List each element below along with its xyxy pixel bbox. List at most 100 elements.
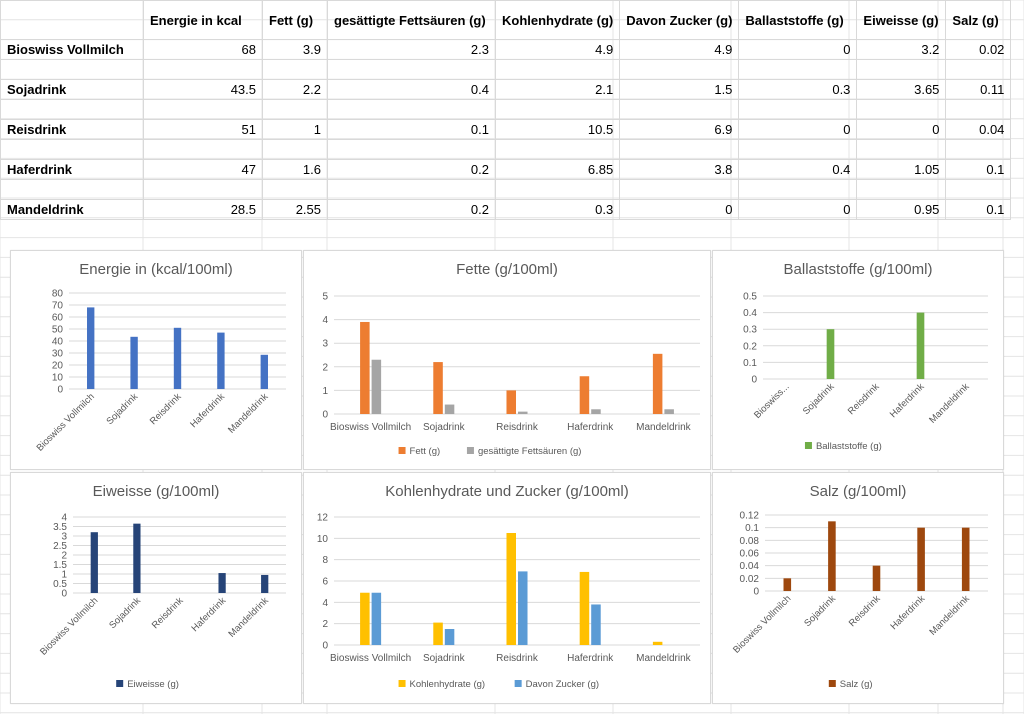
table-cell: 0.4	[327, 79, 496, 100]
x-tick-label: Sojadrink	[423, 653, 466, 664]
y-tick-label: 8	[322, 555, 328, 566]
table-cell: 2.55	[262, 199, 328, 220]
x-tick-label: Mandeldrink	[226, 595, 271, 640]
row-label: Haferdrink	[0, 159, 144, 180]
empty-cell	[945, 99, 1012, 120]
bar-eiweiss-eiweiss-3	[218, 573, 226, 593]
table-cell: 2.2	[262, 79, 328, 100]
chart-ballaststoffe-plot: 0 0.1 0.2 0.3 0.4 0.5 Bioswiss... Sojadrink Reis…	[743, 292, 988, 452]
chart-kohlenhydrate[interactable]: Kohlenhydrate und Zucker (g/100ml) 0 2 4 6 8…	[303, 472, 711, 704]
x-tick-label: Mandeldrink	[636, 653, 691, 664]
x-tick-label: Bioswiss Vollmilch	[731, 593, 793, 655]
empty-cell	[856, 59, 947, 80]
empty-cell	[262, 179, 328, 200]
chart-ballaststoffe[interactable]: Ballaststoffe (g/100ml) 0 0.1 0.2 0.3 0.4 0.5…	[712, 250, 1004, 470]
chart-title: Salz (g/100ml)	[809, 483, 907, 500]
table-cell: 0.04	[945, 119, 1012, 140]
y-tick-label: 6	[322, 577, 328, 588]
chart-eiweisse-plot: 00.511.522.533.54 Bioswiss Vollmilch Sojad…	[38, 513, 286, 690]
table-cell: 0.2	[327, 159, 496, 180]
chart-title: Eiweisse (g/100ml)	[92, 483, 220, 500]
x-tick-label: Sojadrink	[107, 595, 143, 631]
chart-eiweisse[interactable]: Eiweisse (g/100ml) 0 0.5 1 1.5 2 2.5 3 3.5 4 Bios…	[10, 472, 302, 704]
y-tick-label: 2	[322, 362, 328, 373]
row-label: Mandeldrink	[0, 199, 144, 220]
chart-kohlenhydrate-plot: 0 2 4 6 8 10 12 Bioswiss Vollmilch Sojadrink Reis…	[317, 513, 700, 690]
x-tick-label: Bioswiss Vollmilch	[330, 422, 411, 433]
x-tick-label: Mandeldrink	[927, 381, 972, 426]
empty-cell	[327, 139, 496, 160]
empty-cell	[143, 139, 263, 160]
empty-cell	[494, 179, 621, 200]
bar-fette-fett-0	[360, 321, 370, 414]
bar-kohlenhydrate-zucker-1	[444, 629, 455, 645]
table-cell: 2.3	[327, 39, 496, 60]
empty-cell	[619, 99, 740, 120]
x-tick-label: Reisdrink	[148, 391, 184, 427]
table-cell: 6.85	[494, 159, 621, 180]
y-tick-label: 40	[52, 337, 64, 348]
y-tick-label: 0.5	[53, 579, 67, 590]
legend-swatch	[804, 442, 812, 449]
table-cell: 0.1	[945, 159, 1012, 180]
y-tick-label: 0	[61, 589, 67, 600]
table-cell: 0.95	[856, 199, 947, 220]
bar-kohlenhydrate-zucker-3	[591, 604, 601, 645]
column-header: Eiweisse (g)	[856, 0, 947, 40]
empty-cell	[0, 99, 144, 120]
table-row: Sojadrink 43.5 2.2 0.4 2.1 1.5 0.3 3.65 0.11	[0, 79, 1012, 100]
table-cell: 1	[262, 119, 328, 140]
x-tick-label: Haferdrink	[888, 381, 927, 420]
bar-energie-energie-4	[260, 354, 268, 389]
bar-kohlenhydrate-kohlenhydrate-2	[506, 533, 516, 645]
table-cell: 6.9	[619, 119, 740, 140]
bar-kohlenhydrate-kohlenhydrate-3	[579, 571, 590, 645]
y-tick-label: 3	[322, 339, 328, 350]
column-header: Kohlenhydrate (g)	[494, 0, 621, 40]
bar-salz-salz-4	[961, 527, 970, 591]
empty-cell	[262, 99, 328, 120]
y-tick-label: 4	[322, 598, 328, 609]
table-cell: 0.4	[738, 159, 858, 180]
bar-fette-fett-1	[433, 362, 443, 414]
table-cell: 4.9	[494, 39, 621, 60]
chart-fette[interactable]: Fette (g/100ml) 0 1 2 3 4 5 Bioswiss Vollmilch…	[303, 250, 711, 470]
empty-cell	[494, 59, 621, 80]
chart-energie[interactable]: Energie in (kcal/100ml) 0 10 20 30 40 50 60 70 8…	[10, 250, 302, 470]
empty-cell	[494, 99, 621, 120]
table-cell: 3.8	[619, 159, 740, 180]
bar-fette-fettsaeuren-0	[371, 359, 382, 414]
column-header	[0, 0, 144, 40]
bar-fette-fettsaeuren-3	[591, 409, 601, 414]
legend-label: gesättigte Fettsäuren (g)	[478, 446, 582, 457]
x-tick-label: Reisdrink	[496, 653, 539, 664]
table-cell: 0	[738, 199, 858, 220]
chart-title: Kohlenhydrate und Zucker (g/100ml)	[385, 483, 629, 500]
table-cell: 68	[143, 39, 263, 60]
chart-salz-plot: 0 0.02 0.040.06 0.08 0.10.12 Bioswiss Vollmil…	[731, 511, 988, 690]
bar-energie-energie-2	[173, 327, 182, 389]
x-tick-label: Reisdrink	[847, 593, 883, 629]
column-header: Ballaststoffe (g)	[738, 0, 858, 40]
legend-label: Fett (g)	[410, 446, 441, 457]
row-label: Bioswiss Vollmilch	[0, 39, 144, 60]
x-tick-label: Sojadrink	[423, 422, 466, 433]
y-tick-label: 0.06	[740, 549, 760, 560]
chart-title: Energie in (kcal/100ml)	[79, 261, 233, 278]
table-cell: 0	[619, 199, 740, 220]
empty-cell	[945, 139, 1012, 160]
bar-salz-salz-3	[917, 527, 925, 591]
y-tick-label: 1	[61, 570, 67, 581]
empty-cell	[143, 99, 263, 120]
chart-fette-plot: 0 1 2 3 4 5 Bioswiss Vollmilch Sojadrink Reisdri…	[322, 292, 700, 457]
empty-cell	[738, 99, 858, 120]
x-tick-label: Reisdrink	[150, 595, 186, 631]
table-cell: 0.11	[945, 79, 1012, 100]
legend-swatch	[514, 680, 522, 687]
legend-swatch	[466, 447, 474, 454]
chart-salz[interactable]: Salz (g/100ml) 0 0.02 0.04 0.06 0.08 0.1 0.12 B…	[712, 472, 1004, 704]
bar-energie-energie-0	[87, 307, 95, 389]
y-tick-label: 0.5	[743, 292, 757, 303]
empty-cell	[856, 179, 947, 200]
bar-fette-fettsaeuren-1	[444, 404, 455, 414]
